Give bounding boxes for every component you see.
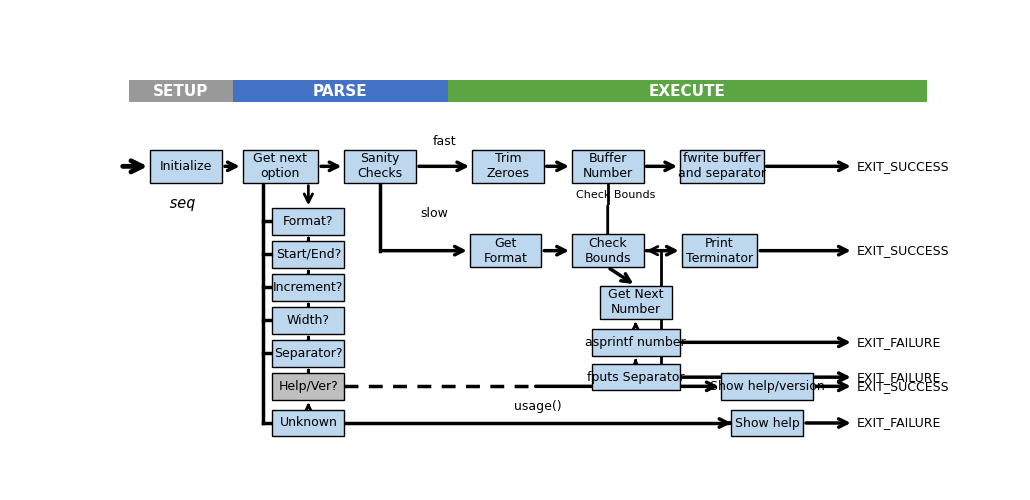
Text: SETUP: SETUP [152,84,208,98]
Text: fputs Separator: fputs Separator [587,370,684,384]
FancyBboxPatch shape [242,150,318,183]
FancyBboxPatch shape [344,150,416,183]
Text: fwrite buffer
and separator: fwrite buffer and separator [678,152,766,180]
Text: asprintf number: asprintf number [585,336,686,349]
Text: Start/End?: Start/End? [276,248,341,261]
Text: Check
Bounds: Check Bounds [584,236,631,264]
Text: Help/Ver?: Help/Ver? [278,380,338,393]
Text: EXIT_SUCCESS: EXIT_SUCCESS [857,244,950,257]
Text: slow: slow [420,206,448,220]
Text: Trim
Zeroes: Trim Zeroes [486,152,529,180]
Text: Sanity
Checks: Sanity Checks [357,152,403,180]
FancyBboxPatch shape [272,241,344,268]
FancyBboxPatch shape [572,150,644,183]
FancyBboxPatch shape [472,150,544,183]
FancyBboxPatch shape [272,307,344,334]
Text: PARSE: PARSE [313,84,368,98]
Text: EXIT_SUCCESS: EXIT_SUCCESS [857,380,950,393]
FancyBboxPatch shape [470,234,542,267]
FancyBboxPatch shape [721,373,814,400]
FancyBboxPatch shape [129,80,233,102]
Text: Show help: Show help [735,416,799,430]
FancyBboxPatch shape [591,364,680,390]
FancyBboxPatch shape [233,80,448,102]
Text: Unknown: Unknown [279,416,337,430]
Text: Get next
option: Get next option [253,152,307,180]
Text: Separator?: Separator? [274,347,343,360]
Text: Get
Format: Get Format [484,236,527,264]
Text: Width?: Width? [287,314,330,327]
FancyBboxPatch shape [272,373,344,400]
Text: usage(): usage() [514,400,561,412]
FancyBboxPatch shape [599,286,672,318]
Text: EXIT_FAILURE: EXIT_FAILURE [857,336,941,349]
Text: Get Next
Number: Get Next Number [608,288,663,316]
FancyBboxPatch shape [731,410,803,436]
FancyBboxPatch shape [272,208,344,234]
Text: Check Bounds: Check Bounds [576,190,655,200]
Text: Buffer
Number: Buffer Number [583,152,632,180]
Text: Initialize: Initialize [160,160,212,173]
Text: Show help/version: Show help/version [710,380,825,393]
FancyBboxPatch shape [272,274,344,300]
Text: Print
Terminator: Print Terminator [686,236,753,264]
FancyBboxPatch shape [572,234,644,267]
FancyBboxPatch shape [272,410,344,436]
Text: fast: fast [433,135,456,148]
FancyBboxPatch shape [591,329,680,355]
Text: EXIT_FAILURE: EXIT_FAILURE [857,370,941,384]
FancyBboxPatch shape [682,234,757,267]
FancyBboxPatch shape [272,340,344,366]
FancyBboxPatch shape [680,150,764,183]
Text: EXIT_FAILURE: EXIT_FAILURE [857,416,941,430]
Text: EXECUTE: EXECUTE [649,84,726,98]
FancyBboxPatch shape [150,150,222,183]
Text: EXIT_SUCCESS: EXIT_SUCCESS [857,160,950,173]
Text: Increment?: Increment? [273,281,344,294]
Text: seq: seq [169,196,196,210]
Text: Format?: Format? [283,215,334,228]
FancyBboxPatch shape [448,80,927,102]
